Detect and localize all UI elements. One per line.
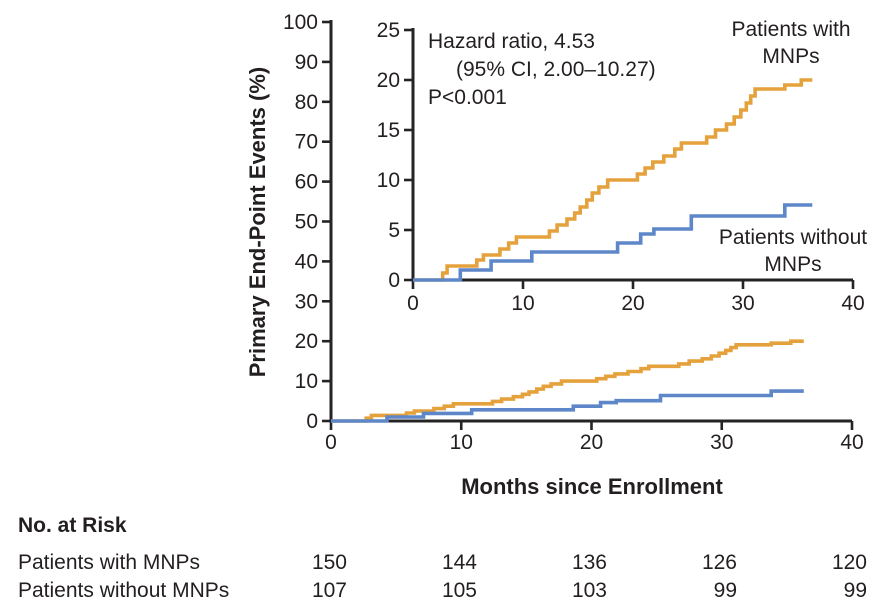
label-patients-with-mnps-line1: Patients with bbox=[731, 18, 851, 41]
risk-row-with-mnps: Patients with MNPs 150 144 136 126 120 bbox=[0, 551, 882, 575]
risk-value: 99 bbox=[713, 579, 737, 602]
risk-value: 150 bbox=[311, 551, 347, 574]
risk-table-title: No. at Risk bbox=[18, 514, 127, 537]
label-patients-without-mnps-line1: Patients without bbox=[718, 226, 868, 249]
p-value-line: P<0.001 bbox=[428, 86, 507, 109]
main-y-tick-label: 0 bbox=[306, 410, 318, 433]
inset-y-tick-label: 0 bbox=[388, 269, 400, 292]
main-y-tick-label: 100 bbox=[283, 11, 318, 34]
risk-value: 136 bbox=[571, 551, 607, 574]
hazard-ratio-line: Hazard ratio, 4.53 bbox=[428, 30, 595, 53]
main-y-tick-label: 20 bbox=[295, 330, 318, 353]
risk-value: 120 bbox=[831, 551, 867, 574]
confidence-interval-line: (95% CI, 2.00–10.27) bbox=[456, 58, 656, 81]
risk-row-label: Patients without MNPs bbox=[18, 579, 230, 602]
inset-x-tick-label: 40 bbox=[841, 292, 864, 315]
inset-x-tick-label: 30 bbox=[731, 292, 754, 315]
risk-value: 105 bbox=[441, 579, 477, 602]
label-patients-without-mnps-line2: MNPs bbox=[764, 253, 822, 276]
risk-value: 126 bbox=[701, 551, 737, 574]
inset-y-tick-label: 20 bbox=[377, 69, 400, 92]
main-y-tick-label: 10 bbox=[295, 370, 318, 393]
main-x-tick-label: 40 bbox=[840, 431, 863, 454]
main-x-tick-label: 20 bbox=[580, 431, 603, 454]
risk-value: 103 bbox=[571, 579, 607, 602]
y-axis-title: Primary End-Point Events (%) bbox=[245, 66, 270, 378]
inset-y-tick-label: 10 bbox=[377, 169, 400, 192]
risk-row-label: Patients with MNPs bbox=[18, 551, 201, 574]
inset-y-tick-label: 15 bbox=[377, 119, 400, 142]
main-y-tick-label: 30 bbox=[295, 290, 318, 313]
main-curve-with-mnps bbox=[331, 339, 804, 423]
inset-y-tick-label: 5 bbox=[388, 219, 400, 242]
inset-x-tick-label: 10 bbox=[511, 292, 534, 315]
label-patients-without-mnps: Patients without MNPs bbox=[719, 224, 867, 278]
hazard-ratio-annotation: Hazard ratio, 4.53 (95% CI, 2.00–10.27) … bbox=[428, 28, 656, 112]
main-x-tick-label: 10 bbox=[450, 431, 473, 454]
main-y-tick-label: 50 bbox=[295, 211, 318, 234]
main-curve-without-mnps bbox=[331, 389, 804, 423]
risk-value: 99 bbox=[843, 579, 867, 602]
main-y-tick-label: 70 bbox=[295, 131, 318, 154]
main-y-tick-label: 60 bbox=[295, 171, 318, 194]
main-x-tick-label: 0 bbox=[325, 431, 337, 454]
inset-curve-with-mnps bbox=[413, 78, 813, 282]
inset-x-tick-label: 0 bbox=[407, 292, 419, 315]
inset-curve-without-mnps bbox=[413, 203, 813, 282]
main-y-tick-label: 40 bbox=[295, 250, 318, 273]
inset-y-tick-label: 25 bbox=[377, 19, 400, 42]
x-axis-title: Months since Enrollment bbox=[461, 474, 723, 499]
label-patients-with-mnps: Patients with MNPs bbox=[731, 16, 850, 70]
risk-row-without-mnps: Patients without MNPs 107 105 103 99 99 bbox=[0, 579, 882, 603]
risk-value: 107 bbox=[311, 579, 347, 602]
main-y-tick-label: 80 bbox=[295, 91, 318, 114]
main-y-tick-label: 90 bbox=[295, 51, 318, 74]
main-x-tick-label: 30 bbox=[710, 431, 733, 454]
risk-value: 144 bbox=[441, 551, 477, 574]
label-patients-with-mnps-line2: MNPs bbox=[762, 45, 820, 68]
inset-x-tick-label: 20 bbox=[621, 292, 644, 315]
